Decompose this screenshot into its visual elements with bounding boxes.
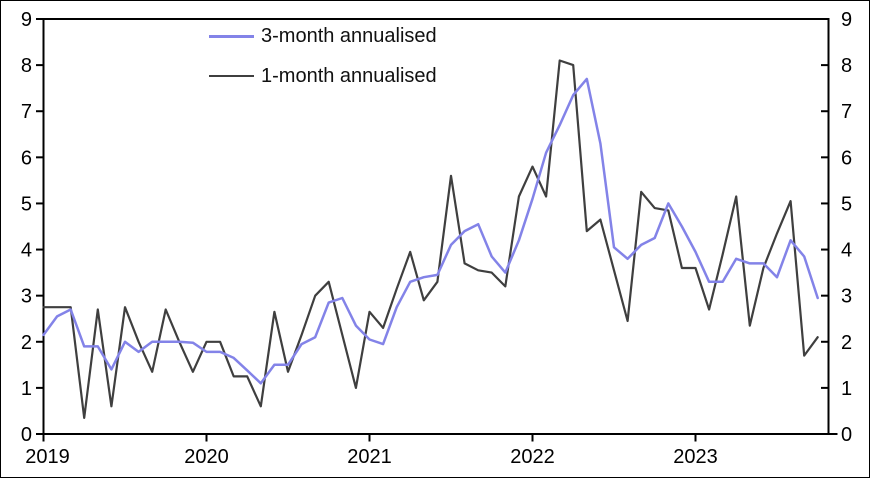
legend-label-3-month: 3-month annualised xyxy=(261,24,437,47)
right-axis-label: 5 xyxy=(841,193,852,215)
right-axis-label: 1 xyxy=(841,378,852,400)
series-line-3-month xyxy=(42,77,819,385)
left-axis-label: 7 xyxy=(21,101,32,123)
x-axis-label: 2021 xyxy=(347,446,392,468)
x-axis-label: 2022 xyxy=(510,446,555,468)
left-axis-label: 2 xyxy=(21,332,32,354)
legend-label-1-month: 1-month annualised xyxy=(261,64,437,87)
left-axis-label: 3 xyxy=(21,286,32,308)
x-axis-label: 2020 xyxy=(184,446,229,468)
left-axis-label: 9 xyxy=(21,9,32,31)
right-axis-label: 4 xyxy=(841,240,852,262)
legend-item-3-month: 3-month annualised xyxy=(209,22,437,50)
right-axis-label: 7 xyxy=(841,101,852,123)
right-axis-label: 6 xyxy=(841,147,852,169)
legend-line-1-month-swatch xyxy=(209,75,254,77)
left-axis-label: 0 xyxy=(21,424,32,446)
right-axis-label: 2 xyxy=(841,332,852,354)
chart-legend: 3-month annualised 1-month annualised xyxy=(209,22,437,102)
left-axis-label: 4 xyxy=(21,240,32,262)
left-axis-label: 1 xyxy=(21,378,32,400)
left-axis-label: 5 xyxy=(21,193,32,215)
right-axis-label: 8 xyxy=(841,55,852,77)
x-axis-label: 2019 xyxy=(25,446,70,468)
right-axis-label: 9 xyxy=(841,9,852,31)
right-axis-label: 3 xyxy=(841,286,852,308)
plot-frame xyxy=(42,18,830,435)
left-axis-label: 6 xyxy=(21,147,32,169)
legend-item-1-month: 1-month annualised xyxy=(209,62,437,90)
left-axis-label: 8 xyxy=(21,55,32,77)
right-axis-label: 0 xyxy=(841,424,852,446)
series-line-1-month xyxy=(42,59,819,419)
legend-line-3-month-swatch xyxy=(209,34,254,38)
x-axis-label: 2023 xyxy=(673,446,718,468)
